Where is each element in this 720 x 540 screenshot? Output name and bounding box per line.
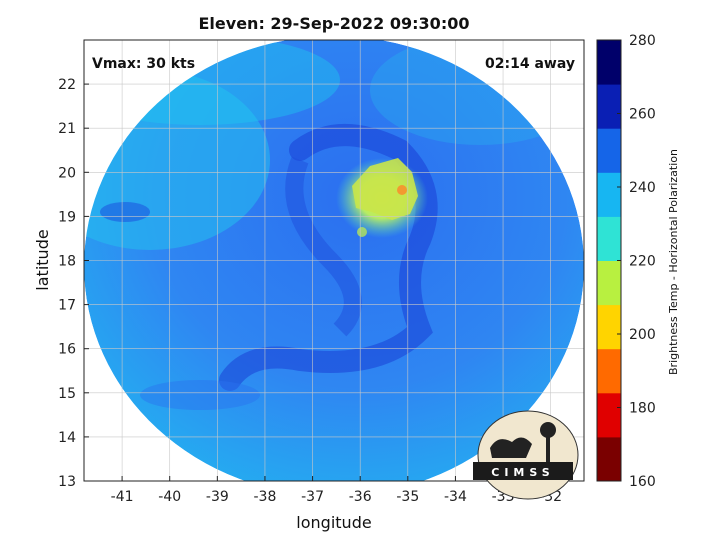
y-tick-label: 20 <box>58 165 76 181</box>
y-tick-label: 15 <box>58 386 76 402</box>
y-axis-label: latitude <box>33 229 52 290</box>
x-tick-label: -36 <box>349 489 372 505</box>
x-tick-label: -41 <box>111 489 134 505</box>
y-tick-label: 22 <box>58 77 76 93</box>
colorbar-tick-label: 260 <box>629 107 656 123</box>
colorbar-segment <box>597 216 621 261</box>
colorbar-tick-label: 180 <box>629 401 656 417</box>
x-tick-label: -34 <box>444 489 467 505</box>
x-tick-label: -39 <box>206 489 229 505</box>
x-tick-label: -38 <box>254 489 277 505</box>
x-tick-label: -37 <box>301 489 324 505</box>
colorbar-tick-label: 200 <box>629 327 656 343</box>
x-axis-label: longitude <box>296 513 371 532</box>
y-tick-label: 17 <box>58 298 76 314</box>
logo-text: CIMSS <box>491 466 554 479</box>
y-tick-label: 14 <box>58 430 76 446</box>
plot-frame <box>83 39 585 482</box>
x-tick-label: -40 <box>158 489 181 505</box>
y-axis-ticks: 13 14 15 16 17 18 19 20 21 22 <box>58 77 89 490</box>
y-tick-label: 18 <box>58 254 76 270</box>
colorbar-tick-label: 240 <box>629 180 656 196</box>
y-tick-label: 19 <box>58 209 76 225</box>
colorbar-segment <box>597 260 621 306</box>
colorbar-segment <box>597 392 621 438</box>
colorbar-segment <box>597 40 621 85</box>
colorbar-label: Brightness Temp - Horizontal Polarizatio… <box>667 149 680 375</box>
plot-title: Eleven: 29-Sep-2022 09:30:00 <box>199 14 470 33</box>
time-away-label: 02:14 away <box>485 56 575 72</box>
colorbar-tick-label: 160 <box>629 474 656 490</box>
y-tick-label: 21 <box>58 121 76 137</box>
grid <box>84 40 584 482</box>
colorbar-ticks: 160 180 200 220 240 260 280 <box>617 33 656 490</box>
colorbar-tick-label: 220 <box>629 254 656 270</box>
colorbar: 160 180 200 220 240 260 280 Brightness Temp - … <box>596 33 680 490</box>
colorbar-segment <box>597 84 621 129</box>
colorbar-segment <box>597 304 621 350</box>
y-tick-label: 13 <box>58 474 76 490</box>
colorbar-segment <box>597 172 621 217</box>
water-tower-icon <box>540 422 556 438</box>
vmax-label: Vmax: 30 kts <box>92 56 195 72</box>
colorbar-segment <box>597 128 621 173</box>
hot-spot <box>397 185 407 195</box>
satellite-dish-icon <box>490 437 532 458</box>
colorbar-segment <box>597 436 621 482</box>
colorbar-segment <box>597 348 621 394</box>
cimss-logo: CIMSS <box>473 410 579 500</box>
colorbar-tick-label: 280 <box>629 33 656 49</box>
y-tick-label: 16 <box>58 342 76 358</box>
x-tick-label: -35 <box>396 489 419 505</box>
